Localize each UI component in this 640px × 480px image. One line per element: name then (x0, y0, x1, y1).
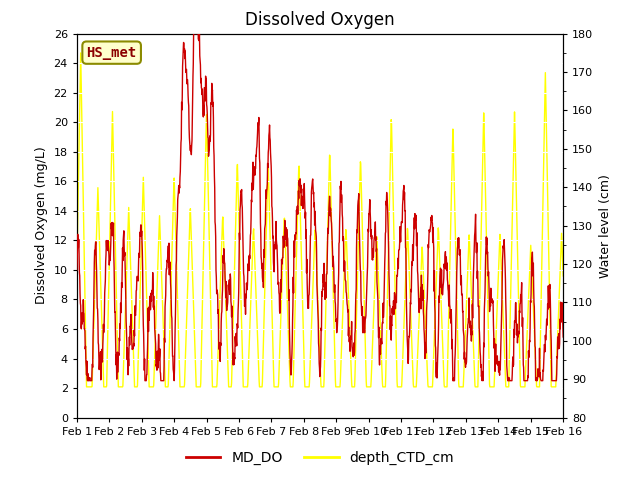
Y-axis label: Water level (cm): Water level (cm) (599, 174, 612, 277)
Legend: MD_DO, depth_CTD_cm: MD_DO, depth_CTD_cm (180, 445, 460, 471)
Y-axis label: Dissolved Oxygen (mg/L): Dissolved Oxygen (mg/L) (35, 147, 48, 304)
Title: Dissolved Oxygen: Dissolved Oxygen (245, 11, 395, 29)
Text: HS_met: HS_met (86, 46, 137, 60)
